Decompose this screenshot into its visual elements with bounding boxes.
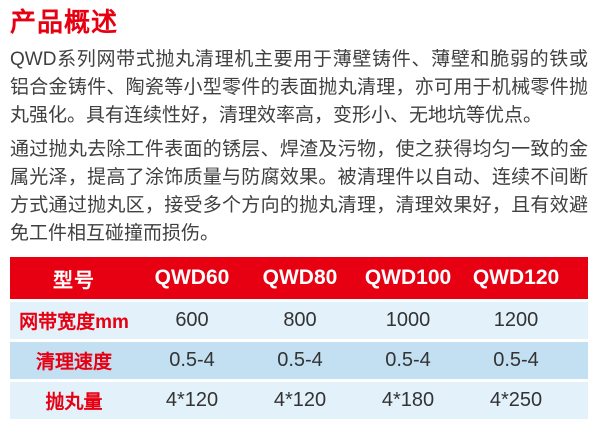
spec-table-header-row: 型号 QWD60 QWD80 QWD100 QWD120	[10, 257, 588, 299]
cell-cleaning-speed-qwd80: 0.5-4	[277, 349, 323, 371]
row-filler	[570, 302, 588, 339]
row-filler	[570, 382, 588, 419]
overview-paragraph-2: 通过抛丸去除工件表面的锈层、焊渣及污物，使之获得均匀一致的金属光泽，提高了涂饰质…	[10, 139, 588, 244]
page-title: 产品概述	[10, 7, 119, 37]
row-label-cleaning-speed: 清理速度	[35, 352, 112, 373]
header-cell-qwd100: QWD100	[364, 266, 452, 289]
row-label-shot-volume: 抛丸量	[45, 392, 103, 413]
cell-belt-width-qwd100: 1000	[385, 309, 431, 331]
header-cell-qwd60: QWD60	[154, 266, 230, 289]
cell-cleaning-speed-qwd100: 0.5-4	[385, 349, 431, 371]
cell-shot-volume-qwd60: 4*120	[165, 389, 219, 411]
header-cell-qwd120: QWD120	[472, 266, 560, 289]
overview-paragraph-1: QWD系列网带式抛丸清理机主要用于薄壁铸件、薄壁和脆弱的铁或铝合金铸件、陶瓷等小…	[10, 49, 588, 126]
cell-belt-width-qwd60: 600	[175, 309, 209, 331]
spec-row-belt-width: 网带宽度mm 600 800 1000 1200	[10, 302, 588, 339]
cell-belt-width-qwd120: 1200	[493, 309, 539, 331]
header-cell-filler	[570, 257, 588, 299]
header-cell-qwd80: QWD80	[262, 266, 338, 289]
row-label-belt-width: 网带宽度mm	[19, 312, 129, 333]
spec-row-cleaning-speed: 清理速度 0.5-4 0.5-4 0.5-4 0.5-4	[10, 342, 588, 379]
spec-table: 型号 QWD60 QWD80 QWD100 QWD120 网带宽度mm 600 …	[10, 257, 588, 419]
cell-shot-volume-qwd100: 4*180	[381, 389, 435, 411]
cell-cleaning-speed-qwd120: 0.5-4	[493, 349, 539, 371]
cell-belt-width-qwd80: 800	[283, 309, 317, 331]
spec-row-shot-volume: 抛丸量 4*120 4*120 4*180 4*250	[10, 382, 588, 419]
cell-shot-volume-qwd80: 4*120	[273, 389, 327, 411]
cell-shot-volume-qwd120: 4*250	[489, 389, 543, 411]
cell-cleaning-speed-qwd60: 0.5-4	[169, 349, 215, 371]
header-cell-model: 型号	[53, 269, 95, 292]
row-filler	[570, 342, 588, 379]
